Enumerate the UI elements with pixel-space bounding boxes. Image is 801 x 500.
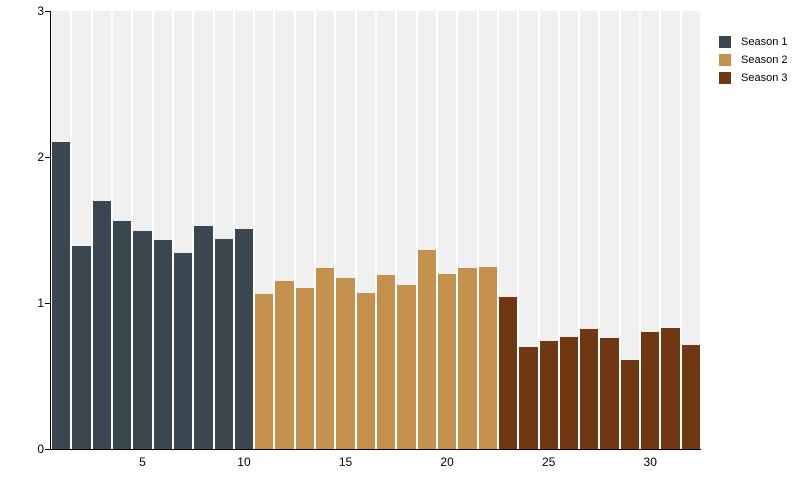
plot-band xyxy=(539,11,558,449)
x-axis-label: 20 xyxy=(440,455,454,469)
legend-label: Season 3 xyxy=(741,72,788,84)
bar xyxy=(133,231,152,449)
plot-band xyxy=(620,11,640,449)
chart-slot xyxy=(579,11,599,449)
chart-slot xyxy=(214,11,234,449)
bar xyxy=(356,292,375,449)
bar xyxy=(52,142,71,449)
bar xyxy=(600,338,619,449)
plot-band xyxy=(519,11,538,449)
bar xyxy=(620,359,640,449)
bar xyxy=(539,340,558,449)
bar xyxy=(498,297,518,449)
x-axis-label: 15 xyxy=(338,455,353,469)
chart-slot xyxy=(478,11,498,449)
chart-slot xyxy=(356,11,376,449)
y-axis-label: 2 xyxy=(37,150,44,164)
y-axis-line xyxy=(50,11,51,450)
legend-label: Season 2 xyxy=(741,54,788,66)
chart-slot xyxy=(335,11,355,449)
chart-slot xyxy=(274,11,294,449)
x-axis-label: 30 xyxy=(643,455,657,469)
y-axis-label: 3 xyxy=(37,4,44,18)
chart-slot xyxy=(660,11,680,449)
chart-slot xyxy=(173,11,193,449)
bar xyxy=(255,294,274,449)
chart-slot xyxy=(539,11,559,449)
chart-slot xyxy=(599,11,619,449)
chart-slot xyxy=(396,11,416,449)
chart-slot xyxy=(640,11,660,449)
bar xyxy=(377,275,396,449)
bar xyxy=(519,346,538,449)
chart-slot xyxy=(498,11,518,449)
legend-label: Season 1 xyxy=(741,36,788,48)
bar xyxy=(458,267,477,449)
y-axis-tick xyxy=(45,303,50,304)
y-axis-label: 0 xyxy=(37,442,44,456)
bar xyxy=(112,221,132,449)
bar xyxy=(173,253,193,449)
legend-swatch xyxy=(719,36,731,48)
legend-swatch xyxy=(719,72,731,84)
bar xyxy=(316,267,335,449)
bar xyxy=(336,278,355,449)
legend-item-season-1: Season 1 xyxy=(719,33,787,51)
chart-slot xyxy=(51,11,71,449)
bar xyxy=(295,288,315,449)
bar xyxy=(214,238,233,449)
chart-slot xyxy=(234,11,254,449)
bar xyxy=(92,200,111,449)
bar xyxy=(194,225,213,449)
legend-item-season-3: Season 3 xyxy=(719,69,787,87)
bar xyxy=(661,327,680,449)
chart-slot xyxy=(417,11,437,449)
chart-slot xyxy=(518,11,538,449)
x-axis-line xyxy=(50,449,701,450)
chart-slot xyxy=(71,11,91,449)
chart-slot xyxy=(437,11,457,449)
chart-slot xyxy=(315,11,335,449)
bar xyxy=(275,281,294,449)
legend-item-season-2: Season 2 xyxy=(719,51,787,69)
x-axis-label: 10 xyxy=(237,455,251,469)
bar xyxy=(234,228,254,449)
bar xyxy=(559,336,579,449)
y-axis-tick xyxy=(45,157,50,158)
bar xyxy=(437,273,457,449)
chart-slot xyxy=(153,11,173,449)
chart-slot xyxy=(132,11,152,449)
legend-swatch xyxy=(719,54,731,66)
bar xyxy=(417,250,436,449)
chart-slot xyxy=(295,11,315,449)
bar xyxy=(72,246,91,449)
chart-slot xyxy=(681,11,701,449)
bar xyxy=(397,285,416,449)
bar xyxy=(580,329,599,449)
plot-area xyxy=(45,11,701,450)
y-axis-tick xyxy=(45,11,50,12)
y-axis-label: 1 xyxy=(37,296,44,310)
chart-slot xyxy=(376,11,396,449)
chart-slot xyxy=(559,11,579,449)
bar xyxy=(153,240,172,449)
bar xyxy=(641,332,660,449)
chart-slot xyxy=(620,11,640,449)
x-axis-label: 25 xyxy=(541,455,556,469)
chart-slot xyxy=(112,11,132,449)
x-axis-label: 5 xyxy=(139,455,146,469)
legend: Season 1 Season 2 Season 3 xyxy=(719,33,787,87)
bar xyxy=(681,345,700,449)
chart-slot xyxy=(457,11,477,449)
chart-slot xyxy=(92,11,112,449)
chart-slot xyxy=(193,11,213,449)
chart-slot xyxy=(254,11,274,449)
plot-band xyxy=(681,11,700,449)
bar xyxy=(478,266,497,449)
y-axis-tick xyxy=(45,449,50,450)
